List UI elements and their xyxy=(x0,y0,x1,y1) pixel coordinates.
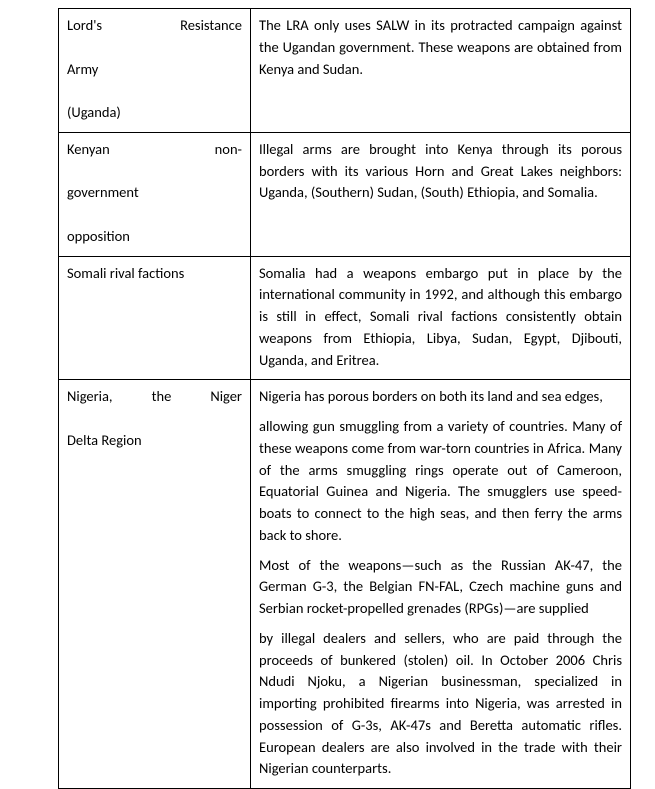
row-label-line: Lord's Resistance xyxy=(67,15,242,59)
row-label-line: government xyxy=(67,182,242,226)
row-desc-cell: The LRA only uses SALW in its protracted… xyxy=(251,9,631,133)
row-desc-paragraph: allowing gun smuggling from a variety of… xyxy=(259,416,622,547)
row-label-cell: Nigeria, the NigerDelta Region xyxy=(59,380,251,789)
row-label-line: Nigeria, the Niger xyxy=(67,386,242,430)
row-label-line: Army xyxy=(67,59,242,103)
table-row: Somali rival factions Somalia had a weapo… xyxy=(59,256,631,380)
row-desc-cell: Somalia had a weapons embargo put in pla… xyxy=(251,256,631,380)
table-row: Nigeria, the NigerDelta Region Nigeria ha… xyxy=(59,380,631,789)
row-desc-paragraph: Nigeria has porous borders on both its l… xyxy=(259,386,622,408)
row-desc-paragraph: Most of the weapons—such as the Russian … xyxy=(259,555,622,620)
row-label-line: Kenyan non- xyxy=(67,139,242,183)
row-label-line: Somali rival factions xyxy=(67,263,242,285)
row-label-line: Delta Region xyxy=(67,430,242,452)
row-desc-cell: Illegal arms are brought into Kenya thro… xyxy=(251,132,631,256)
row-desc-cell: Nigeria has porous borders on both its l… xyxy=(251,380,631,789)
row-label-cell: Lord's ResistanceArmy(Uganda) xyxy=(59,9,251,133)
row-desc-paragraph: The LRA only uses SALW in its protracted… xyxy=(259,15,622,80)
table-row: Lord's ResistanceArmy(Uganda)The LRA onl… xyxy=(59,9,631,133)
row-label-cell: Somali rival factions xyxy=(59,256,251,380)
row-label-cell: Kenyan non-governmentopposition xyxy=(59,132,251,256)
row-desc-paragraph: by illegal dealers and sellers, who are … xyxy=(259,628,622,780)
table-row: Kenyan non-governmentoppositionIllegal a… xyxy=(59,132,631,256)
row-desc-paragraph: Somalia had a weapons embargo put in pla… xyxy=(259,263,622,372)
arms-table: Lord's ResistanceArmy(Uganda)The LRA onl… xyxy=(58,8,631,789)
arms-table-body: Lord's ResistanceArmy(Uganda)The LRA onl… xyxy=(59,9,631,789)
row-label-line: opposition xyxy=(67,226,242,248)
row-label-line: (Uganda) xyxy=(67,102,242,124)
page: Lord's ResistanceArmy(Uganda)The LRA onl… xyxy=(0,0,655,733)
row-desc-paragraph: Illegal arms are brought into Kenya thro… xyxy=(259,139,622,204)
